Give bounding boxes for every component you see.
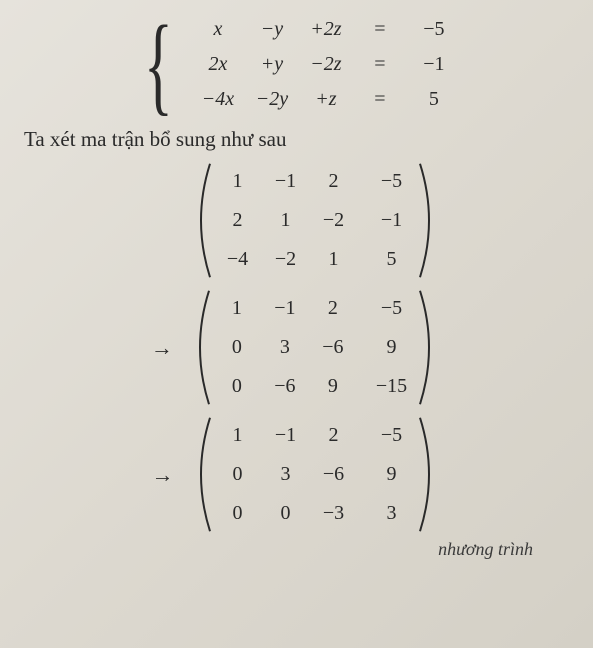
cell: 1 bbox=[214, 416, 262, 455]
matrix-table: 1 −1 2 −5 0 3 −6 9 0 0 −3 bbox=[214, 416, 416, 533]
coef-y: −2y bbox=[245, 82, 299, 117]
cell: −3 bbox=[310, 494, 363, 533]
cell: 9 bbox=[362, 328, 416, 367]
matrix: 1 −1 2 −5 0 3 −6 9 0 0 −3 bbox=[188, 416, 442, 533]
cell: −2 bbox=[310, 201, 363, 240]
right-paren-icon bbox=[416, 162, 442, 279]
matrix-step: 1 −1 2 −5 2 1 −2 −1 −4 −2 1 bbox=[152, 162, 442, 279]
cell: −6 bbox=[309, 328, 362, 367]
cell: 2 bbox=[310, 162, 363, 201]
matrix: 1 −1 2 −5 0 3 −6 9 0 −6 9 bbox=[187, 289, 442, 406]
equation-system: { x −y +2z = −5 2x +y −2z = −1 −4x bbox=[24, 12, 569, 117]
left-paren-icon bbox=[188, 162, 214, 279]
cell: −5 bbox=[363, 162, 416, 201]
matrix-step: → 1 −1 2 −5 0 3 −6 9 bbox=[152, 416, 442, 533]
matrix-row: 1 −1 2 −5 bbox=[214, 162, 416, 201]
cell: −15 bbox=[362, 367, 416, 406]
rhs: 5 bbox=[407, 82, 461, 117]
rhs: −1 bbox=[407, 47, 461, 82]
coef-y: +y bbox=[245, 47, 299, 82]
cell: 1 bbox=[262, 201, 310, 240]
cell: −6 bbox=[310, 455, 363, 494]
right-paren-icon bbox=[416, 416, 442, 533]
cell: 3 bbox=[261, 328, 309, 367]
coef-z: +z bbox=[299, 82, 353, 117]
arrow-icon: → bbox=[152, 462, 174, 488]
matrix-row: 0 3 −6 9 bbox=[213, 328, 416, 367]
equals: = bbox=[353, 12, 407, 47]
cell: 0 bbox=[262, 494, 310, 533]
matrix-step: → 1 −1 2 −5 0 3 −6 9 bbox=[151, 289, 442, 406]
cell: −1 bbox=[363, 201, 416, 240]
system-table: x −y +2z = −5 2x +y −2z = −1 −4x −2y +z bbox=[191, 12, 461, 117]
cell: −1 bbox=[262, 162, 310, 201]
left-brace-icon: { bbox=[144, 26, 173, 103]
cutoff-text: nhương trình bbox=[24, 539, 569, 560]
cell: 9 bbox=[363, 455, 416, 494]
left-paren-icon bbox=[188, 416, 214, 533]
cell: 0 bbox=[213, 367, 261, 406]
cell: −5 bbox=[362, 289, 416, 328]
right-paren-icon bbox=[416, 289, 442, 406]
caption-text: Ta xét ma trận bổ sung như sau bbox=[24, 127, 569, 152]
cell: 2 bbox=[214, 201, 262, 240]
cell: −5 bbox=[363, 416, 416, 455]
cell: 5 bbox=[363, 240, 416, 279]
matrix: 1 −1 2 −5 2 1 −2 −1 −4 −2 1 bbox=[188, 162, 442, 279]
cell: 3 bbox=[363, 494, 416, 533]
cell: 1 bbox=[213, 289, 261, 328]
coef-y: −y bbox=[245, 12, 299, 47]
cell: 9 bbox=[309, 367, 362, 406]
system-row: 2x +y −2z = −1 bbox=[191, 47, 461, 82]
coef-x: 2x bbox=[191, 47, 245, 82]
brace-wrap: { x −y +2z = −5 2x +y −2z = −1 −4x bbox=[132, 12, 461, 117]
coef-x: −4x bbox=[191, 82, 245, 117]
matrix-block: 1 −1 2 −5 2 1 −2 −1 −4 −2 1 bbox=[24, 162, 569, 533]
equals: = bbox=[353, 47, 407, 82]
cell: −6 bbox=[261, 367, 309, 406]
equals: = bbox=[353, 82, 407, 117]
coef-z: +2z bbox=[299, 12, 353, 47]
matrix-row: 1 −1 2 −5 bbox=[214, 416, 416, 455]
cell: −4 bbox=[214, 240, 262, 279]
matrix-table: 1 −1 2 −5 0 3 −6 9 0 −6 9 bbox=[213, 289, 416, 406]
page: { x −y +2z = −5 2x +y −2z = −1 −4x bbox=[0, 0, 593, 560]
matrix-row: 0 3 −6 9 bbox=[214, 455, 416, 494]
left-paren-icon bbox=[187, 289, 213, 406]
matrix-row: 1 −1 2 −5 bbox=[213, 289, 416, 328]
cell: 2 bbox=[309, 289, 362, 328]
cell: −1 bbox=[262, 416, 310, 455]
cell: −2 bbox=[262, 240, 310, 279]
system-row: x −y +2z = −5 bbox=[191, 12, 461, 47]
cell: −1 bbox=[261, 289, 309, 328]
cell: 0 bbox=[214, 494, 262, 533]
cell: 2 bbox=[310, 416, 363, 455]
cell: 3 bbox=[262, 455, 310, 494]
coef-x: x bbox=[191, 12, 245, 47]
matrix-row: −4 −2 1 5 bbox=[214, 240, 416, 279]
matrix-row: 0 0 −3 3 bbox=[214, 494, 416, 533]
matrix-row: 2 1 −2 −1 bbox=[214, 201, 416, 240]
rhs: −5 bbox=[407, 12, 461, 47]
cell: 1 bbox=[214, 162, 262, 201]
matrix-row: 0 −6 9 −15 bbox=[213, 367, 416, 406]
cell: 0 bbox=[214, 455, 262, 494]
coef-z: −2z bbox=[299, 47, 353, 82]
matrix-table: 1 −1 2 −5 2 1 −2 −1 −4 −2 1 bbox=[214, 162, 416, 279]
system-row: −4x −2y +z = 5 bbox=[191, 82, 461, 117]
cell: 0 bbox=[213, 328, 261, 367]
arrow-icon: → bbox=[151, 335, 173, 361]
cell: 1 bbox=[310, 240, 363, 279]
